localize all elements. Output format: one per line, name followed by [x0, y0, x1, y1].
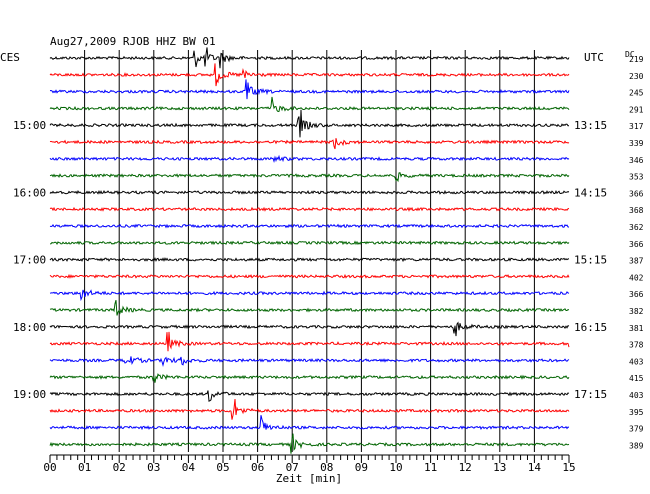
- x-tick-label: 06: [251, 461, 264, 474]
- seismic-trace: [49, 240, 570, 246]
- left-zone-label: CES: [0, 51, 20, 64]
- dc-value: 366: [629, 189, 644, 198]
- seismic-trace: [49, 273, 570, 279]
- grid: [49, 50, 570, 463]
- seismic-trace: [49, 356, 570, 367]
- dc-value: 339: [629, 139, 644, 148]
- seismic-trace: [49, 47, 570, 69]
- left-time-label: 16:00: [13, 186, 46, 199]
- x-tick-label: 01: [78, 461, 91, 474]
- x-tick-label: 07: [286, 461, 299, 474]
- x-tick-label: 00: [43, 461, 56, 474]
- left-time-label: 19:00: [13, 388, 46, 401]
- dc-value: 415: [629, 374, 644, 383]
- seismic-trace: [49, 289, 570, 302]
- dc-value: 387: [629, 257, 644, 266]
- left-time-label: 17:00: [13, 254, 46, 267]
- seismic-trace: [49, 63, 570, 87]
- dc-header: DC: [625, 50, 635, 59]
- seismic-trace: [49, 96, 570, 113]
- dc-value: 381: [629, 324, 644, 333]
- right-time-label: 14:15: [574, 186, 607, 199]
- dc-value: 366: [629, 290, 644, 299]
- dc-value: 230: [629, 72, 644, 81]
- seismic-trace: [49, 331, 570, 352]
- dc-value: 382: [629, 307, 644, 316]
- seismic-trace: [49, 390, 570, 402]
- right-time-label: 15:15: [574, 254, 607, 267]
- right-time-label: 16:15: [574, 321, 607, 334]
- right-time-label: 17:15: [574, 388, 607, 401]
- seismic-trace: [49, 223, 570, 229]
- seismic-trace: [49, 257, 570, 263]
- dc-value: 317: [629, 122, 644, 131]
- seismic-trace: [49, 172, 570, 183]
- dc-value: 403: [629, 357, 644, 366]
- seismic-trace: [49, 373, 570, 383]
- x-tick-label: 12: [459, 461, 472, 474]
- traces: [49, 47, 570, 454]
- dc-value: 402: [629, 273, 644, 282]
- chart-title: Aug27,2009 RJOB HHZ BW 01: [50, 35, 216, 48]
- dc-value: 366: [629, 240, 644, 249]
- dc-value: 379: [629, 425, 644, 434]
- seismic-trace: [49, 299, 570, 316]
- seismic-trace: [49, 138, 570, 150]
- x-tick-label: 15: [562, 461, 575, 474]
- dc-value: 378: [629, 341, 644, 350]
- seismic-trace: [49, 79, 570, 100]
- seismic-trace: [49, 109, 569, 138]
- dc-value: 368: [629, 206, 644, 215]
- dc-value: 389: [629, 441, 644, 450]
- labels: Aug27,2009 RJOB HHZ BW 01 CES UTC DC Zei…: [0, 35, 644, 485]
- dc-value: 291: [629, 105, 644, 114]
- x-tick-label: 04: [182, 461, 196, 474]
- seismic-trace: [49, 321, 570, 337]
- seismic-trace: [49, 433, 570, 454]
- left-time-label: 15:00: [13, 119, 46, 132]
- x-tick-label: 11: [424, 461, 437, 474]
- dc-value: 395: [629, 408, 644, 417]
- left-time-label: 18:00: [13, 321, 46, 334]
- seismic-trace: [49, 189, 570, 195]
- seismic-trace: [49, 415, 570, 431]
- x-tick-label: 08: [320, 461, 333, 474]
- seismic-trace: [49, 398, 570, 420]
- x-tick-label: 13: [493, 461, 506, 474]
- seismic-trace: [49, 206, 570, 212]
- dc-value: 346: [629, 156, 644, 165]
- right-zone-label: UTC: [584, 51, 604, 64]
- x-tick-label: 05: [216, 461, 229, 474]
- dc-value: 403: [629, 391, 644, 400]
- dc-value: 245: [629, 89, 644, 98]
- x-axis-label: Zeit [min]: [276, 472, 342, 485]
- x-tick-label: 02: [113, 461, 126, 474]
- x-tick-label: 10: [389, 461, 402, 474]
- x-tick-label: 14: [528, 461, 542, 474]
- dc-value: 362: [629, 223, 644, 232]
- x-tick-label: 03: [147, 461, 160, 474]
- dc-value: 219: [629, 55, 644, 64]
- x-tick-label: 09: [355, 461, 368, 474]
- dc-value: 353: [629, 173, 644, 182]
- right-time-label: 13:15: [574, 119, 607, 132]
- seismic-trace: [49, 154, 570, 163]
